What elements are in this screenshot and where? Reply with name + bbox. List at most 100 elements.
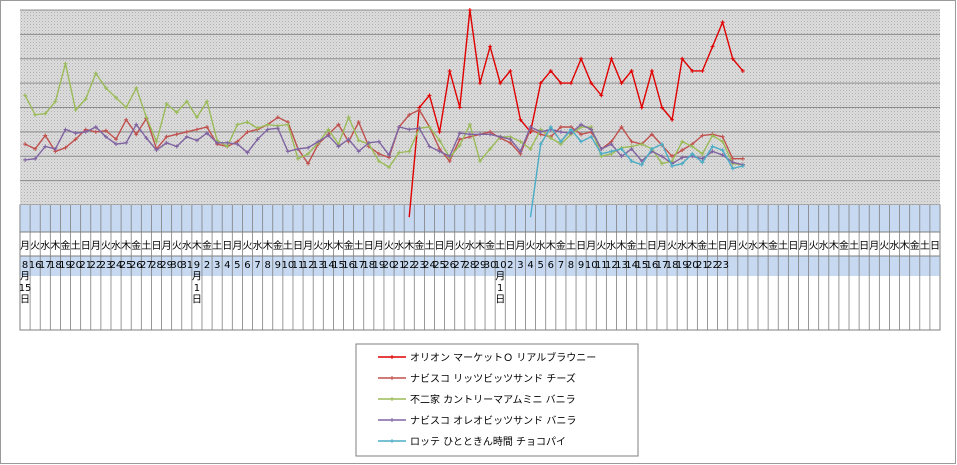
series-point [356,149,361,154]
series-point [296,146,301,151]
series-point [63,127,68,132]
date-label: 23 [413,260,426,271]
series-point [558,139,563,144]
weekday-label: 木 [617,240,627,252]
series-point [700,133,705,138]
weekday-label: 金 [202,239,212,252]
date-label: 15 [332,260,345,271]
date-label: 13 [312,260,325,271]
weekday-label: 月 [374,240,384,252]
series-point [114,142,119,147]
series-point [619,81,624,86]
series-point [467,8,472,12]
series-point [397,125,402,129]
series-point [457,131,462,136]
series-point [103,128,108,133]
series-point [558,129,563,134]
series-point [599,151,604,156]
weekday-label: 水 [40,240,50,252]
weekday-label: 金 [485,239,495,252]
weekday-label: 月 [728,240,738,252]
series-point [548,135,553,140]
series-point [538,142,543,147]
series-point [33,156,38,161]
series-point [740,68,745,73]
series-point [346,137,351,142]
series-point [700,160,705,165]
weekday-label: 日 [505,241,515,252]
date-label: 29 [474,260,487,271]
series-point [680,56,685,61]
series-point [579,56,584,61]
series-point [508,68,513,73]
weekday-label: 金 [273,239,283,252]
series-point [629,146,634,151]
series-point [720,148,725,153]
series-point [33,146,38,151]
legend-box [355,343,639,457]
weekday-label: 金 [627,239,637,252]
series-point [346,115,351,120]
series-point [680,139,685,144]
series-point [720,134,725,139]
series-point [447,154,452,159]
series-point [609,56,614,61]
series-point [629,68,634,73]
series-point [700,156,705,161]
date-label: 日 [495,295,505,306]
weekday-label: 水 [677,240,687,252]
weekday-label: 月 [445,240,455,252]
series-point [720,20,725,25]
series-point [417,107,422,112]
series-point [670,154,675,159]
weekday-label: 土 [141,239,151,252]
series-point [93,125,98,129]
series-point [285,149,290,154]
series-point [488,146,493,151]
weekday-label: 水 [323,240,333,252]
series-point [589,127,594,132]
series-point [629,159,634,164]
series-point [275,126,280,131]
weekday-label: 水 [748,240,758,252]
series-point [670,117,675,122]
series-point [639,142,644,147]
series-point [306,151,311,156]
series-point [518,117,523,122]
series-point [174,132,179,137]
series-point [376,151,381,156]
series-point [33,112,38,117]
date-label: 14 [625,260,638,271]
series-point [639,105,644,110]
date-label: 8 [265,260,271,271]
weekday-label: 月 [162,240,172,252]
series-point [417,126,422,131]
series-point [265,127,270,132]
table-band-date [20,256,940,276]
series-point [670,164,675,168]
series-point [134,132,139,137]
series-path [529,125,744,218]
series-point [680,148,685,153]
date-label: 28 [150,260,163,271]
weekday-label: 木 [192,240,202,252]
weekday-label: 木 [263,240,273,252]
date-label: 27 [140,260,153,271]
weekday-label: 土 [71,239,81,252]
weekday-label: 木 [121,240,131,252]
series-point [326,133,331,138]
weekday-label: 土 [354,239,364,252]
weekday-label: 土 [637,239,647,252]
date-label: 4 [527,260,533,271]
weekday-label: 水 [182,240,192,252]
series-point [174,144,179,149]
date-label: 19 [373,260,386,271]
series-point [255,137,260,142]
weekday-label: 火 [526,240,536,252]
weekday-label: 月 [303,240,313,252]
series-point [83,129,88,134]
series-point [619,154,624,159]
date-label: 日 [20,295,30,306]
date-label: 16 [646,260,659,271]
